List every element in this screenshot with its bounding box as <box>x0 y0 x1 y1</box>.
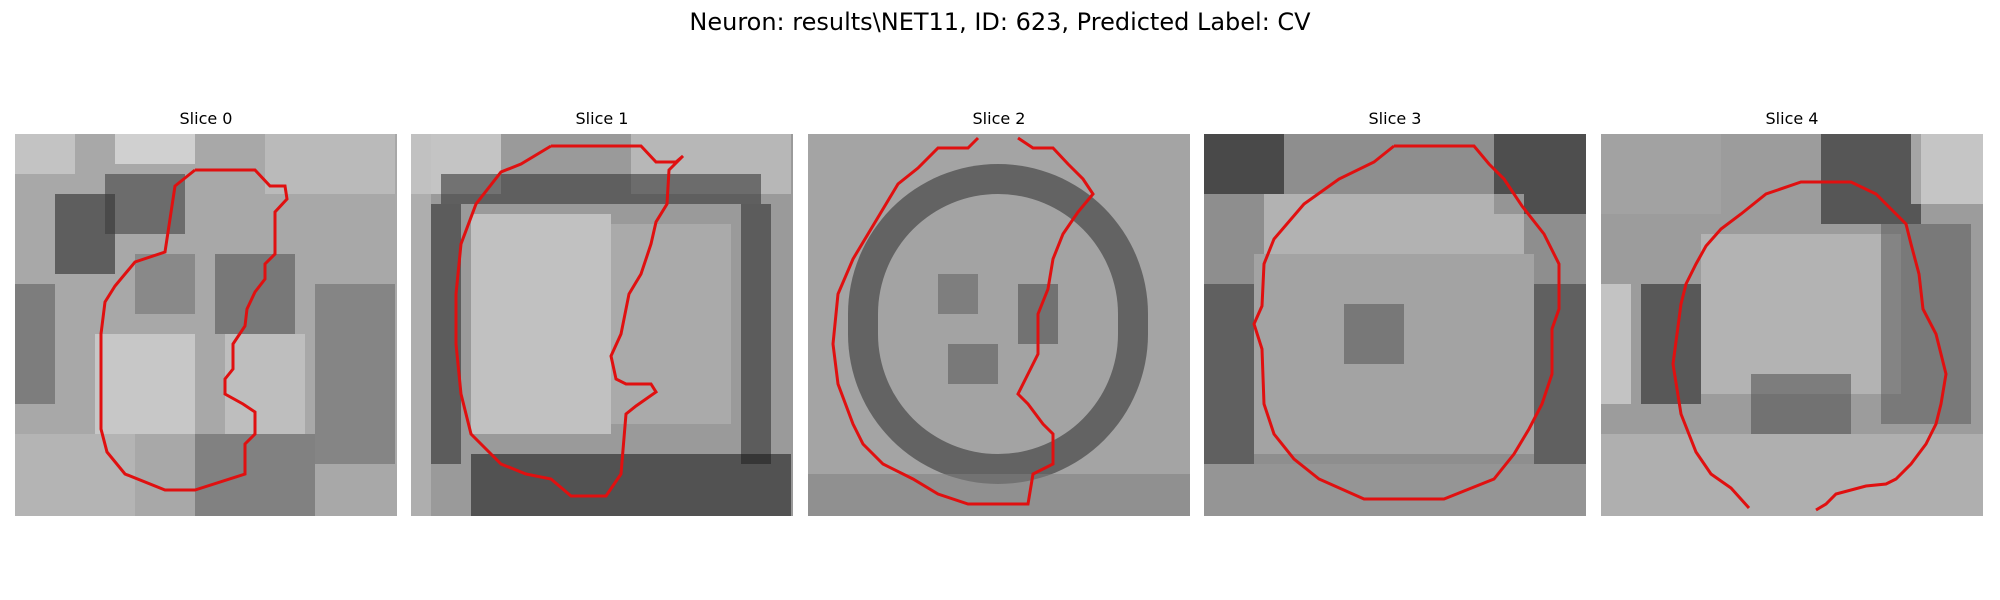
neuron-contour <box>454 144 685 498</box>
neuron-contour <box>1671 180 1948 512</box>
slice-panel-0: Slice 0 <box>15 108 397 516</box>
slice-image <box>1204 134 1586 516</box>
pixel-texture <box>15 134 395 516</box>
slice-title: Slice 3 <box>1368 109 1422 128</box>
neuron-contour <box>1252 144 1561 501</box>
slice-panel-1: Slice 1 <box>411 108 793 516</box>
slice-title: Slice 1 <box>575 109 629 128</box>
slice-title: Slice 4 <box>1765 109 1819 128</box>
slice-title: Slice 0 <box>179 109 233 128</box>
slice-image <box>15 134 397 516</box>
slice-panel-3: Slice 3 <box>1204 108 1586 516</box>
pixel-texture <box>1601 134 1983 516</box>
neuron-contour <box>831 136 1095 506</box>
pixel-texture <box>1204 134 1586 516</box>
figure-title: Neuron: results\NET11, ID: 623, Predicte… <box>689 8 1311 36</box>
slice-panel-2: Slice 2 <box>808 108 1190 516</box>
slice-image <box>411 134 793 516</box>
slice-title: Slice 2 <box>972 109 1026 128</box>
slice-image <box>1601 134 1983 516</box>
slice-panel-4: Slice 4 <box>1601 108 1983 516</box>
neuron-contour <box>99 168 289 492</box>
slice-image <box>808 134 1190 516</box>
pixel-texture <box>411 134 791 516</box>
